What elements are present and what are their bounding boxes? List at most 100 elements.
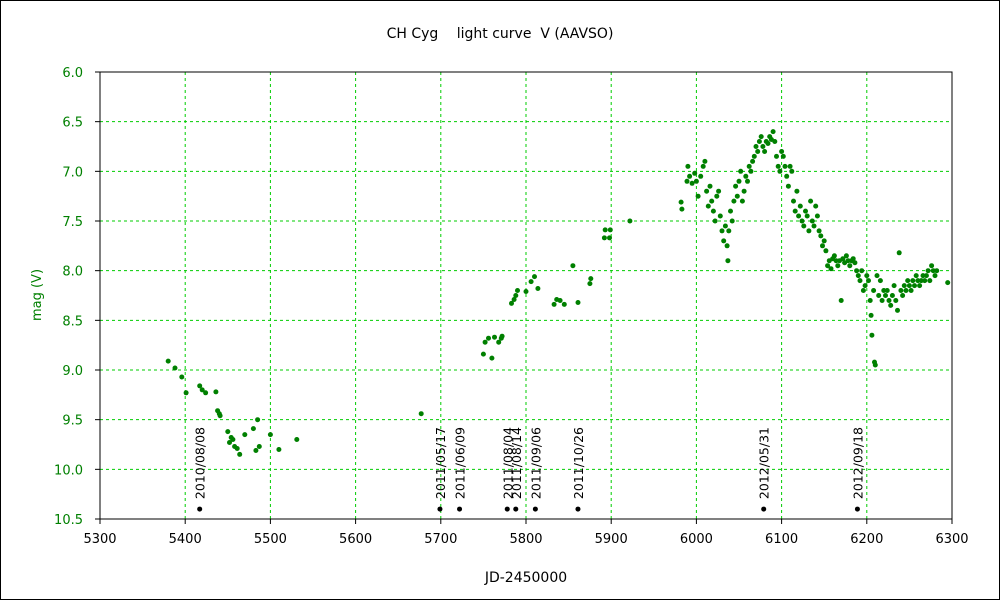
data-point	[774, 153, 779, 159]
data-point	[864, 273, 870, 279]
x-tick-label: 5600	[339, 532, 372, 547]
data-point	[627, 218, 633, 224]
data-point	[816, 228, 822, 234]
x-axis-label: JD-2450000	[484, 570, 567, 586]
data-point	[901, 283, 907, 289]
data-point	[575, 300, 581, 305]
annotation-date-label: 2012/05/31	[757, 427, 772, 499]
data-point	[267, 432, 273, 438]
data-point	[679, 206, 685, 212]
data-point	[684, 178, 690, 184]
data-point	[872, 362, 878, 368]
data-point	[934, 268, 940, 274]
data-point	[862, 283, 868, 289]
y-tick-label: 8.5	[62, 314, 83, 329]
x-tick-label: 6000	[680, 532, 713, 547]
data-point	[535, 286, 541, 291]
data-point	[678, 199, 684, 205]
data-point	[792, 208, 798, 214]
annotation-date-label: 2011/09/06	[528, 427, 543, 499]
data-point	[785, 183, 791, 189]
data-point	[253, 448, 259, 453]
x-tick-label: 6100	[765, 532, 798, 547]
y-tick-label: 6.0	[62, 66, 83, 81]
data-point	[700, 163, 706, 169]
annotation-date-label: 2012/09/18	[850, 427, 865, 499]
data-point	[242, 432, 248, 438]
data-point	[607, 235, 612, 241]
data-point	[874, 273, 880, 279]
data-point	[895, 307, 900, 313]
data-point	[860, 288, 866, 293]
data-point	[707, 183, 713, 189]
data-point	[755, 149, 761, 154]
data-point	[750, 158, 756, 164]
data-point	[818, 233, 824, 239]
y-tick-label: 6.5	[62, 116, 83, 131]
data-point	[779, 149, 785, 154]
x-tick-label: 6300	[935, 532, 968, 547]
data-point	[418, 411, 424, 417]
data-point	[753, 144, 759, 149]
data-point	[869, 332, 875, 338]
data-point	[762, 149, 768, 154]
data-point	[923, 273, 929, 279]
data-point	[912, 283, 917, 289]
data-point	[843, 253, 849, 259]
data-point	[705, 203, 711, 209]
data-point	[838, 298, 844, 303]
annotation-marker	[457, 506, 463, 512]
data-point	[825, 263, 831, 269]
data-point	[927, 278, 933, 284]
data-point	[789, 168, 795, 174]
x-tick-label: 6200	[850, 532, 883, 547]
annotation-date-label: 2011/08/14	[509, 427, 524, 499]
annotation-marker	[761, 506, 767, 512]
data-point	[725, 258, 731, 264]
data-point	[770, 129, 776, 135]
data-point	[765, 141, 771, 146]
data-point	[758, 134, 764, 140]
data-point	[898, 288, 904, 293]
data-point	[893, 298, 899, 303]
data-points	[165, 129, 951, 457]
data-point	[906, 283, 912, 289]
data-point	[225, 429, 231, 435]
data-point	[726, 228, 732, 234]
data-point	[884, 288, 890, 293]
data-point	[745, 178, 750, 184]
x-tick-label: 5900	[595, 532, 628, 547]
data-point	[736, 178, 742, 184]
data-point	[704, 188, 710, 194]
data-point	[787, 163, 793, 169]
data-point	[929, 263, 935, 269]
data-point	[828, 266, 834, 272]
annotation-date-label: 2011/05/17	[433, 427, 448, 499]
x-tick-label: 5300	[83, 532, 116, 547]
data-point	[237, 451, 243, 457]
data-point	[797, 203, 803, 209]
data-point	[719, 228, 725, 234]
data-point	[886, 298, 892, 303]
data-point	[587, 281, 593, 287]
annotation-date-label: 2010/08/08	[193, 427, 208, 499]
data-point	[743, 173, 749, 179]
data-point	[891, 283, 897, 289]
data-point	[511, 297, 517, 302]
data-point	[791, 198, 796, 204]
data-point	[896, 250, 902, 256]
data-point	[496, 339, 502, 345]
data-point	[227, 440, 232, 445]
data-point	[489, 355, 495, 361]
data-point	[687, 173, 693, 179]
data-point	[551, 301, 557, 307]
annotation-date-label: 2011/08/04	[500, 427, 515, 499]
data-point	[294, 437, 300, 442]
data-point	[172, 365, 178, 371]
data-point	[756, 139, 762, 144]
data-point	[607, 227, 613, 233]
x-tick-label: 5700	[424, 532, 457, 547]
annotation-marker	[513, 506, 519, 512]
